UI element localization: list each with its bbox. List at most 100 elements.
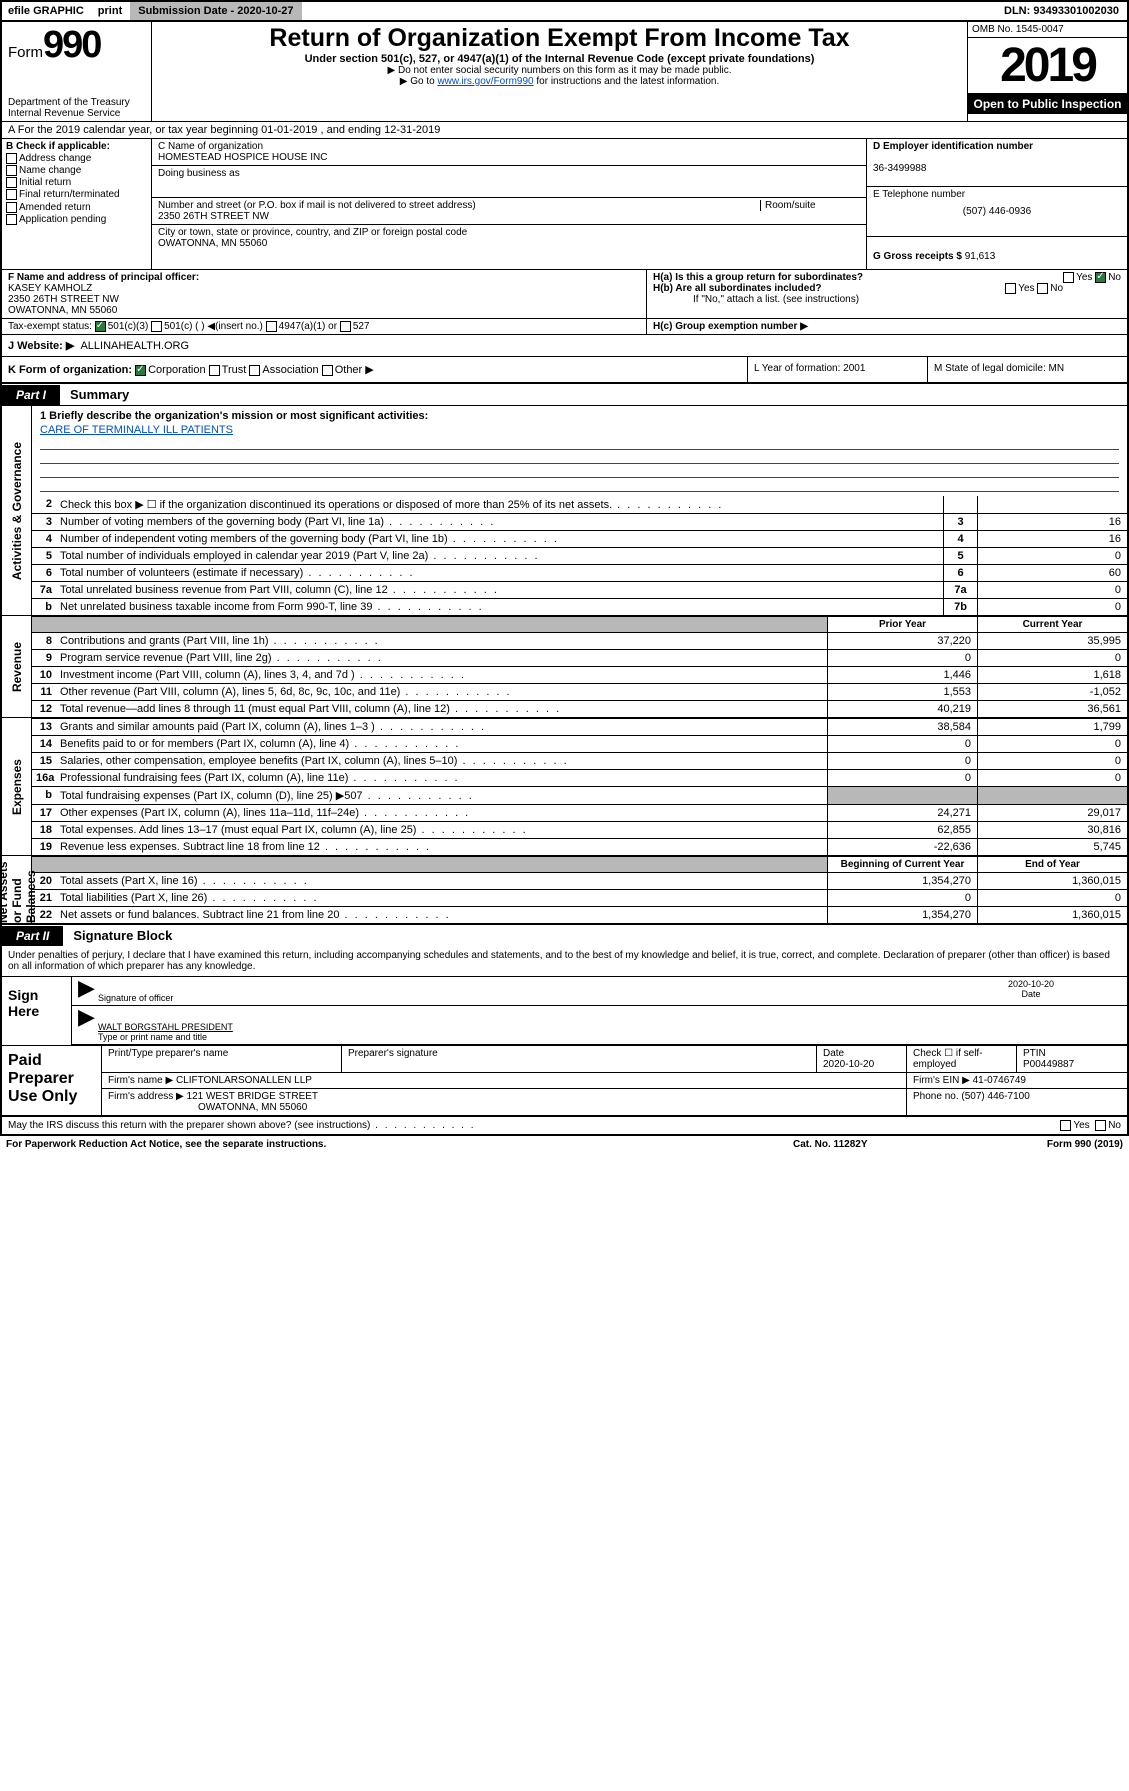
part2-header: Part II Signature Block: [0, 925, 1129, 946]
hb-label: H(b) Are all subordinates included?: [653, 283, 822, 294]
top-bar: efile GRAPHIC print Submission Date - 20…: [0, 0, 1129, 22]
org-address: 2350 26TH STREET NW: [158, 211, 269, 222]
cb-other[interactable]: [322, 365, 333, 376]
data-row: 13Grants and similar amounts paid (Part …: [32, 718, 1127, 735]
hb-no[interactable]: [1037, 283, 1048, 294]
data-row: 14Benefits paid to or for members (Part …: [32, 735, 1127, 752]
checkbox-address-change[interactable]: [6, 153, 17, 164]
irs-label: Internal Revenue Service: [8, 108, 145, 119]
vlabel-governance: Activities & Governance: [10, 442, 24, 580]
sig-name-label: Type or print name and title: [98, 1032, 207, 1042]
website-value: ALLINAHEALTH.ORG: [80, 340, 189, 352]
prep-ptin: P00449887: [1023, 1059, 1074, 1070]
checkbox-pending[interactable]: [6, 214, 17, 225]
form-number: 990: [43, 24, 100, 66]
gov-row: 4Number of independent voting members of…: [32, 530, 1127, 547]
section-d: D Employer identification number 36-3499…: [867, 139, 1127, 269]
part1-title: Summary: [60, 384, 139, 405]
prep-h1: Print/Type preparer's name: [108, 1048, 228, 1059]
officer-city: OWATONNA, MN 55060: [8, 305, 117, 316]
cb-corp[interactable]: [135, 365, 146, 376]
checkbox-amended[interactable]: [6, 202, 17, 213]
discuss-text: May the IRS discuss this return with the…: [8, 1120, 476, 1131]
k-label: K Form of organization:: [8, 364, 132, 376]
row-j: J Website: ▶ ALLINAHEALTH.ORG: [0, 335, 1129, 357]
part2-title: Signature Block: [63, 925, 182, 946]
prep-h2: Preparer's signature: [348, 1048, 438, 1059]
vlabel-revenue: Revenue: [10, 642, 24, 692]
hb-yes[interactable]: [1005, 283, 1016, 294]
data-row: 22Net assets or fund balances. Subtract …: [32, 906, 1127, 923]
section-c: C Name of organization HOMESTEAD HOSPICE…: [152, 139, 867, 269]
note-goto-post: for instructions and the latest informat…: [534, 76, 720, 87]
cat-no: Cat. No. 11282Y: [793, 1139, 973, 1150]
line-a: A For the 2019 calendar year, or tax yea…: [0, 122, 1129, 139]
checkbox-final-return[interactable]: [6, 189, 17, 200]
note-ssn: ▶ Do not enter social security numbers o…: [158, 65, 961, 76]
firm-city: OWATONNA, MN 55060: [108, 1102, 307, 1113]
website-label: J Website: ▶: [8, 340, 74, 352]
dln-number: DLN: 93493301002030: [996, 2, 1127, 20]
data-row: 18Total expenses. Add lines 13–17 (must …: [32, 821, 1127, 838]
perjury-text: Under penalties of perjury, I declare th…: [2, 946, 1127, 977]
ha-yes[interactable]: [1063, 272, 1074, 283]
col-prior: Prior Year: [827, 617, 977, 632]
data-row: 16aProfessional fundraising fees (Part I…: [32, 769, 1127, 786]
data-row: 21Total liabilities (Part X, line 26)00: [32, 889, 1127, 906]
section-b: B Check if applicable: Address change Na…: [2, 139, 152, 269]
prep-h4: Check ☐ if self-employed: [913, 1048, 983, 1070]
dept-label: Department of the Treasury: [8, 97, 145, 108]
vlabel-net: Net Assets or Fund Balances: [0, 856, 38, 923]
cb-assoc[interactable]: [249, 365, 260, 376]
footer-bottom: For Paperwork Reduction Act Notice, see …: [0, 1136, 1129, 1153]
city-label: City or town, state or province, country…: [158, 227, 467, 238]
cb-527[interactable]: [340, 321, 351, 332]
year-formation: L Year of formation: 2001: [747, 357, 927, 382]
note-goto-pre: ▶ Go to: [400, 76, 438, 87]
gov-row: 5Total number of individuals employed in…: [32, 547, 1127, 564]
irs-link[interactable]: www.irs.gov/Form990: [437, 76, 533, 87]
hc-label: H(c) Group exemption number ▶: [653, 321, 808, 332]
officer-name: KASEY KAMHOLZ: [8, 283, 92, 294]
firm-addr-label: Firm's address ▶: [108, 1091, 184, 1102]
firm-ein: 41-0746749: [973, 1075, 1026, 1086]
cb-trust[interactable]: [209, 365, 220, 376]
cb-501c3[interactable]: [95, 321, 106, 332]
firm-name: CLIFTONLARSONALLEN LLP: [176, 1075, 312, 1086]
print-button[interactable]: print: [90, 2, 130, 20]
state-domicile: M State of legal domicile: MN: [927, 357, 1127, 382]
col-beg: Beginning of Current Year: [827, 857, 977, 872]
part2-tab: Part II: [2, 926, 63, 946]
discuss-yes[interactable]: [1060, 1120, 1071, 1131]
hb-note: If "No," attach a list. (see instruction…: [653, 294, 1121, 305]
discuss-no[interactable]: [1095, 1120, 1106, 1131]
cb-4947[interactable]: [266, 321, 277, 332]
gov-row: 7aTotal unrelated business revenue from …: [32, 581, 1127, 598]
form-ref: Form 990 (2019): [973, 1139, 1123, 1150]
tax-exempt-label: Tax-exempt status:: [8, 321, 92, 332]
paid-preparer-label: Paid Preparer Use Only: [2, 1046, 102, 1115]
officer-addr: 2350 26TH STREET NW: [8, 294, 119, 305]
firm-name-label: Firm's name ▶: [108, 1075, 173, 1086]
data-row: 11Other revenue (Part VIII, column (A), …: [32, 683, 1127, 700]
form-header: Form990 Department of the Treasury Inter…: [0, 22, 1129, 122]
vlabel-expenses: Expenses: [10, 759, 24, 815]
form-title: Return of Organization Exempt From Incom…: [158, 24, 961, 53]
efile-label: efile GRAPHIC: [2, 2, 90, 20]
data-row: 10Investment income (Part VIII, column (…: [32, 666, 1127, 683]
data-row: 15Salaries, other compensation, employee…: [32, 752, 1127, 769]
prep-date: 2020-10-20: [823, 1059, 874, 1070]
col-current: Current Year: [977, 617, 1127, 632]
checkbox-initial-return[interactable]: [6, 177, 17, 188]
ha-no[interactable]: [1095, 272, 1106, 283]
cb-501c[interactable]: [151, 321, 162, 332]
sig-date: 2020-10-20: [1008, 979, 1054, 989]
data-row: 8Contributions and grants (Part VIII, li…: [32, 632, 1127, 649]
gov-row: 3Number of voting members of the governi…: [32, 513, 1127, 530]
tel-label: E Telephone number: [873, 189, 965, 200]
sig-officer-label: Signature of officer: [98, 993, 173, 1003]
checkbox-name-change[interactable]: [6, 165, 17, 176]
col-end: End of Year: [977, 857, 1127, 872]
omb-number: OMB No. 1545-0047: [968, 22, 1127, 38]
firm-addr: 121 WEST BRIDGE STREET: [187, 1091, 319, 1102]
